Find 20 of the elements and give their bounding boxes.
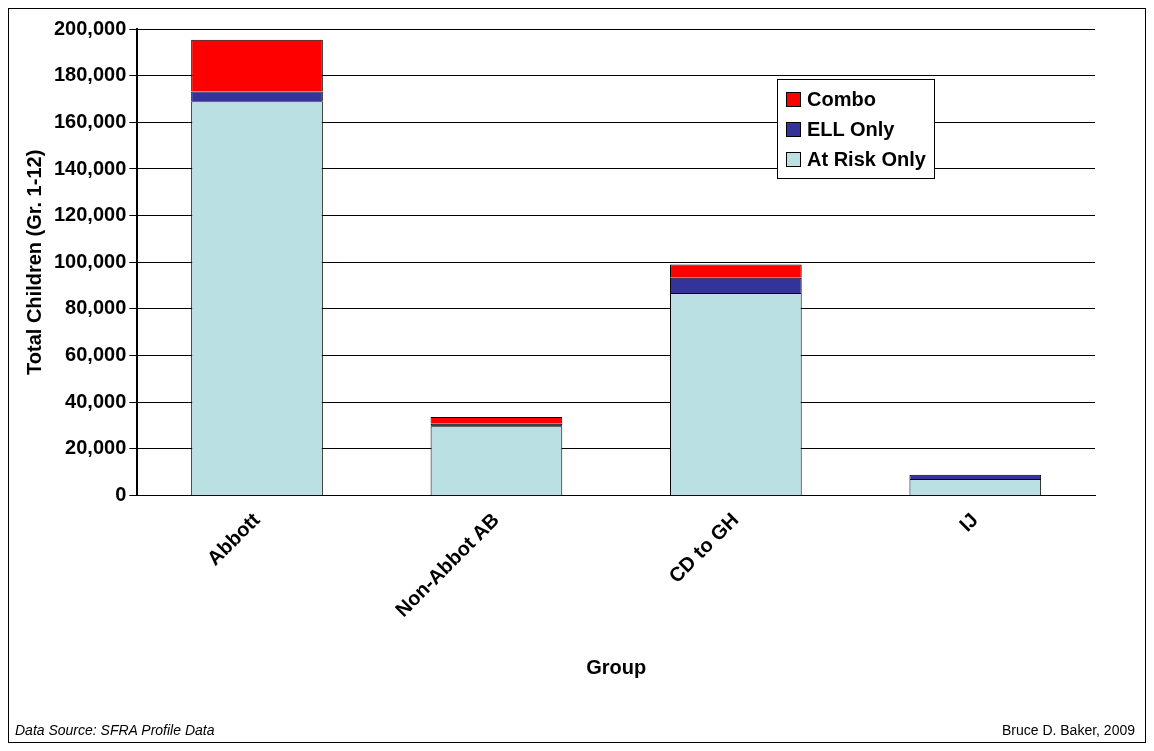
y-tick-label: 160,000 bbox=[54, 109, 127, 132]
y-tick-label: 120,000 bbox=[54, 203, 127, 226]
y-tick-label: 140,000 bbox=[54, 156, 127, 179]
legend-label: Combo bbox=[807, 87, 876, 112]
x-tick-label: CD to GH bbox=[664, 508, 743, 587]
text: Bruce D. Baker, 2009 bbox=[1001, 722, 1135, 738]
y-tick-label: 40,000 bbox=[65, 389, 127, 412]
legend-label: At Risk Only bbox=[807, 147, 926, 172]
y-tick-label: 100,000 bbox=[54, 249, 127, 272]
x-axis-title: Group bbox=[586, 655, 647, 678]
y-tick-label: 60,000 bbox=[65, 343, 127, 366]
y-tick-label: 180,000 bbox=[54, 63, 127, 86]
y-tick-label: 80,000 bbox=[65, 296, 127, 319]
x-tick-label: IJ bbox=[954, 508, 983, 536]
source-note: Data Source: SFRA Profile Data bbox=[15, 722, 215, 738]
y-tick-label: 0 bbox=[115, 483, 127, 506]
y-tick-label: 200,000 bbox=[54, 16, 127, 39]
y-axis-title: Total Children (Gr. 1-12) bbox=[22, 149, 45, 375]
y-tick-label: 20,000 bbox=[65, 436, 127, 459]
legend-label: ELL Only bbox=[807, 117, 895, 142]
